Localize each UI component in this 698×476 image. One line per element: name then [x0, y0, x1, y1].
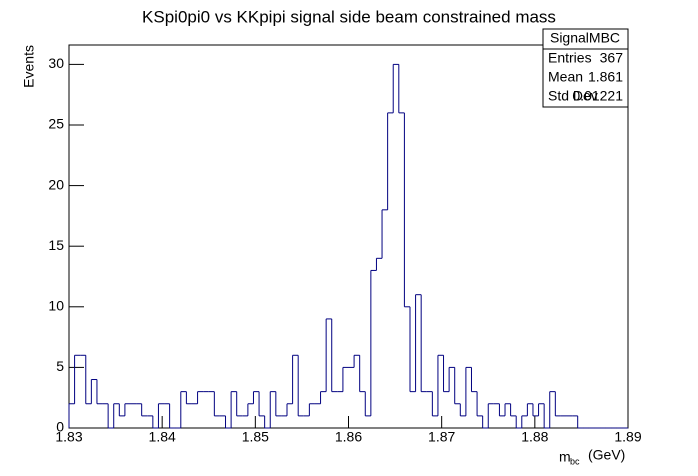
stats-title: SignalMBC: [550, 30, 620, 46]
x-tick-label: 1.86: [335, 429, 362, 445]
y-axis-label: Events: [21, 45, 37, 88]
x-tick-label: 1.83: [55, 429, 82, 445]
stats-value: 0.01221: [572, 88, 623, 104]
x-tick-label: 1.88: [521, 429, 548, 445]
y-tick-label: 0: [56, 419, 64, 435]
stats-label: Std Dev: [548, 88, 598, 104]
x-axis-label-sub: bc: [570, 456, 580, 466]
y-tick-label: 5: [56, 358, 64, 374]
y-tick-label: 15: [48, 237, 64, 253]
y-tick-label: 30: [48, 55, 64, 71]
stats-value: 367: [600, 50, 624, 66]
stats-label: Entries: [548, 50, 592, 66]
y-tick-label: 20: [48, 176, 64, 192]
y-tick-label: 10: [48, 298, 64, 314]
stats-box: SignalMBC: [542, 28, 629, 108]
x-tick-label: 1.84: [149, 429, 176, 445]
stats-frame: [542, 28, 629, 108]
x-tick-label: 1.85: [242, 429, 269, 445]
chart-title: KSpi0pi0 vs KKpipi signal side beam cons…: [142, 7, 556, 26]
stats-label: Mean: [548, 69, 583, 85]
x-axis-label: m: [559, 449, 571, 465]
x-tick-label: 1.87: [428, 429, 455, 445]
y-tick-label: 25: [48, 116, 64, 132]
x-axis-unit: (GeV): [588, 447, 625, 463]
stats-value: 1.861: [588, 69, 623, 85]
x-tick-label: 1.89: [614, 429, 641, 445]
